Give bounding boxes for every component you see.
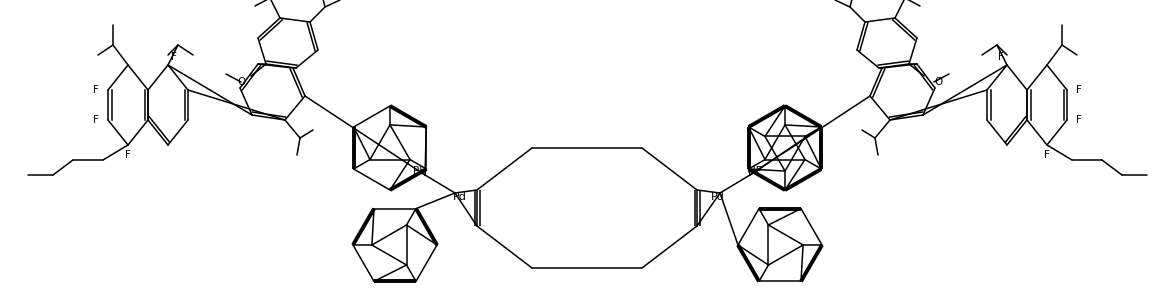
Text: F: F	[172, 52, 177, 62]
Text: F: F	[1076, 85, 1082, 95]
Text: F: F	[998, 52, 1003, 62]
Text: O: O	[934, 77, 942, 87]
Text: PH: PH	[412, 166, 427, 176]
Text: Pd: Pd	[454, 192, 466, 202]
Text: F: F	[1076, 115, 1082, 125]
Text: O: O	[237, 77, 246, 87]
Text: F: F	[93, 115, 99, 125]
Text: F: F	[125, 150, 130, 160]
Text: F: F	[1045, 150, 1050, 160]
Text: F: F	[93, 85, 99, 95]
Text: HP: HP	[748, 166, 763, 176]
Text: Pd: Pd	[711, 192, 725, 202]
